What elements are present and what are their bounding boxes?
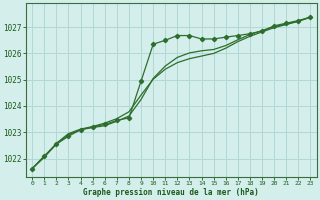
X-axis label: Graphe pression niveau de la mer (hPa): Graphe pression niveau de la mer (hPa)	[84, 188, 259, 197]
